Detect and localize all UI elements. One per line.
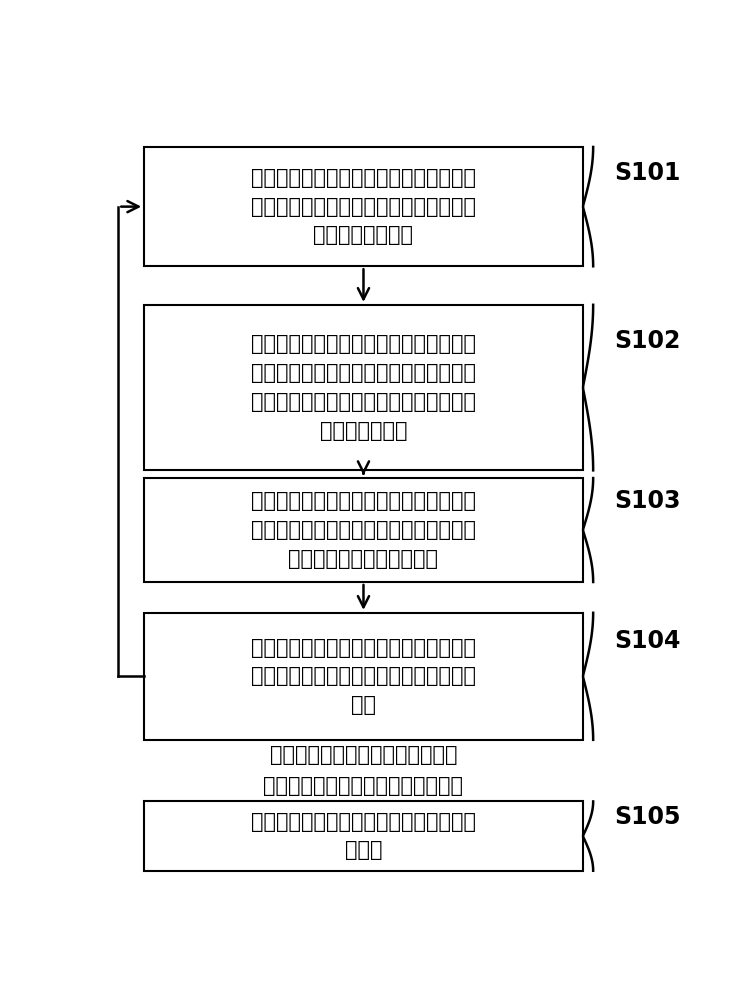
- Bar: [144, 478, 583, 582]
- Text: S101: S101: [614, 161, 681, 185]
- Text: S104: S104: [614, 629, 681, 653]
- Text: 生成所得到的各个测试流量文件对应的流
量数据: 生成所得到的各个测试流量文件对应的流 量数据: [251, 812, 476, 860]
- Bar: [144, 305, 583, 470]
- Text: 直至所得到的测试流量文件的数量
满足测试流量数据需求所设定的数量: 直至所得到的测试流量文件的数量 满足测试流量数据需求所设定的数量: [263, 745, 463, 796]
- Bar: [144, 613, 583, 740]
- Text: S105: S105: [614, 805, 681, 829]
- Text: S102: S102: [614, 329, 681, 353]
- Bar: [144, 147, 583, 266]
- Text: 基于预设传输时长，对指定网络场景中的
各个源端口进行采样，并根据采样结果确
定待分配流量负载: 基于预设传输时长，对指定网络场景中的 各个源端口进行采样，并根据采样结果确 定待…: [251, 168, 476, 245]
- Text: 基于采样结果、目标目的端口以及传输参
数，生成关于待分配流量负载的测试流量
文件: 基于采样结果、目标目的端口以及传输参 数，生成关于待分配流量负载的测试流量 文件: [251, 638, 476, 715]
- Text: S103: S103: [614, 489, 681, 513]
- Text: 根据测试流量数据需求，确定待分配流量
负载的流量模式，并基于流量模式，确定
待分配流量负载的传输参数: 根据测试流量数据需求，确定待分配流量 负载的流量模式，并基于流量模式，确定 待分…: [251, 491, 476, 569]
- Bar: [144, 801, 583, 871]
- Text: 根据预设的测试流量数据需求，确定待分
配流量负载的分配模式，并基于分配模式
，为待分配流量负载分配指定网络场景中
的目标目的端口: 根据预设的测试流量数据需求，确定待分 配流量负载的分配模式，并基于分配模式 ，为…: [251, 334, 476, 441]
